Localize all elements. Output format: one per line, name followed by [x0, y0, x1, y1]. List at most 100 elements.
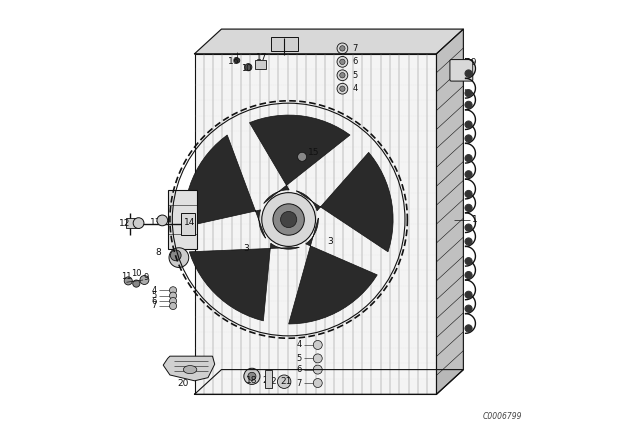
Text: 5: 5 — [152, 291, 157, 300]
Circle shape — [465, 224, 472, 231]
Text: 11: 11 — [121, 272, 132, 281]
Polygon shape — [195, 29, 463, 54]
Circle shape — [170, 302, 177, 310]
Circle shape — [170, 250, 181, 261]
Circle shape — [298, 152, 307, 161]
Ellipse shape — [184, 366, 197, 374]
Circle shape — [157, 215, 168, 226]
Circle shape — [273, 204, 305, 235]
Polygon shape — [184, 135, 266, 238]
Text: 2: 2 — [262, 376, 268, 385]
Text: 4: 4 — [152, 286, 157, 295]
Circle shape — [280, 211, 297, 228]
Circle shape — [465, 121, 472, 128]
Circle shape — [337, 43, 348, 54]
Polygon shape — [436, 29, 463, 394]
Circle shape — [337, 56, 348, 67]
Circle shape — [314, 340, 323, 349]
Text: 7: 7 — [297, 379, 302, 388]
Text: 16: 16 — [228, 57, 240, 66]
Circle shape — [465, 204, 472, 211]
Circle shape — [340, 46, 345, 51]
Bar — [266, 370, 272, 388]
Text: 15: 15 — [307, 148, 319, 157]
Bar — [168, 190, 197, 249]
Circle shape — [340, 73, 345, 78]
Circle shape — [465, 271, 472, 279]
Circle shape — [234, 58, 240, 63]
Bar — [195, 54, 436, 394]
Text: 9: 9 — [144, 273, 149, 282]
Circle shape — [170, 292, 177, 299]
Text: 6: 6 — [297, 365, 302, 374]
Polygon shape — [289, 218, 377, 324]
Circle shape — [133, 218, 144, 228]
Circle shape — [170, 297, 177, 305]
Circle shape — [124, 277, 132, 285]
Text: 18: 18 — [246, 376, 258, 385]
Polygon shape — [296, 152, 393, 252]
Text: 10: 10 — [131, 269, 141, 278]
Circle shape — [454, 67, 461, 74]
Circle shape — [465, 155, 472, 162]
Circle shape — [244, 368, 260, 384]
Text: 6: 6 — [152, 297, 157, 306]
Polygon shape — [250, 115, 350, 203]
Polygon shape — [163, 356, 215, 381]
Polygon shape — [189, 243, 300, 321]
Circle shape — [314, 379, 323, 388]
Text: 7: 7 — [152, 302, 157, 310]
Circle shape — [340, 59, 345, 65]
Text: 4: 4 — [353, 84, 358, 93]
Circle shape — [465, 305, 472, 312]
Circle shape — [140, 276, 149, 284]
Circle shape — [340, 86, 345, 91]
Text: 8: 8 — [156, 248, 161, 257]
Circle shape — [262, 193, 316, 246]
Text: 17: 17 — [256, 53, 268, 62]
Text: 10: 10 — [241, 64, 252, 73]
Bar — [271, 37, 298, 51]
Circle shape — [337, 70, 348, 81]
Polygon shape — [195, 370, 463, 394]
Circle shape — [314, 354, 323, 363]
Circle shape — [132, 280, 140, 287]
Circle shape — [465, 291, 472, 298]
Text: 2: 2 — [270, 377, 276, 386]
Circle shape — [170, 287, 177, 294]
Text: 21: 21 — [281, 377, 292, 386]
Text: 4: 4 — [297, 340, 302, 349]
Bar — [127, 218, 139, 228]
Text: 20: 20 — [178, 379, 189, 388]
Text: 12: 12 — [120, 219, 131, 228]
Text: 3: 3 — [243, 244, 249, 253]
Circle shape — [465, 101, 472, 108]
Text: 5: 5 — [353, 71, 358, 80]
Text: 14: 14 — [184, 218, 195, 227]
Text: 7: 7 — [353, 44, 358, 53]
FancyBboxPatch shape — [450, 60, 473, 81]
Text: 1: 1 — [472, 215, 478, 224]
Circle shape — [465, 190, 472, 198]
Text: 13: 13 — [150, 218, 161, 227]
Text: 19: 19 — [466, 58, 477, 67]
Circle shape — [314, 365, 323, 374]
Circle shape — [169, 248, 189, 267]
Circle shape — [465, 325, 472, 332]
Circle shape — [465, 171, 472, 178]
Circle shape — [244, 64, 252, 71]
Circle shape — [465, 238, 472, 245]
Circle shape — [465, 90, 472, 97]
Text: 5: 5 — [297, 354, 302, 363]
Circle shape — [465, 258, 472, 265]
Text: 6: 6 — [353, 57, 358, 66]
Bar — [181, 213, 195, 235]
Circle shape — [461, 67, 468, 74]
Circle shape — [278, 375, 291, 388]
Bar — [255, 60, 266, 69]
Text: 3: 3 — [327, 237, 333, 246]
Circle shape — [465, 135, 472, 142]
Circle shape — [465, 70, 472, 77]
Circle shape — [248, 372, 256, 380]
Circle shape — [337, 83, 348, 94]
